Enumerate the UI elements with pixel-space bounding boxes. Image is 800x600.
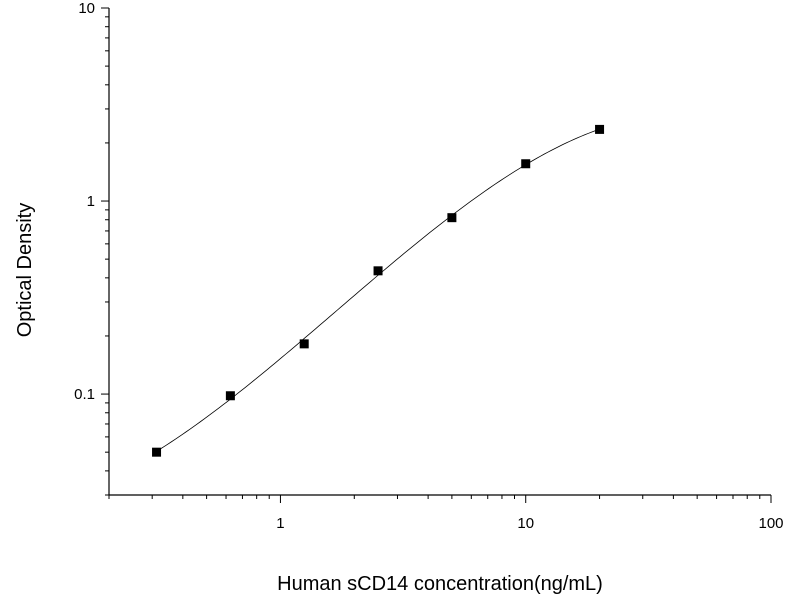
ticks: [101, 7, 772, 503]
data-point: [152, 447, 162, 457]
y-axis-title: Optical Density: [14, 203, 36, 338]
axes: [108, 8, 771, 496]
data-point: [373, 266, 383, 276]
data-point: [225, 391, 235, 401]
y-tick-label: 1: [87, 193, 95, 210]
x-axis-title: Human sCD14 concentration(ng/mL): [277, 573, 603, 595]
y-tick-label: 10: [78, 0, 95, 17]
x-tick-label: 100: [758, 515, 783, 532]
x-tick-label: 10: [517, 515, 534, 532]
x-tick-label: 1: [276, 515, 284, 532]
data-point: [447, 213, 457, 223]
fit-curve: [156, 128, 600, 452]
data-point: [521, 159, 531, 169]
tick-labels: 0.1 1 10 1 10 100: [74, 0, 783, 532]
data-points: [152, 124, 605, 457]
data-point: [595, 124, 605, 134]
y-tick-label: 0.1: [74, 386, 95, 403]
data-point: [299, 339, 309, 349]
